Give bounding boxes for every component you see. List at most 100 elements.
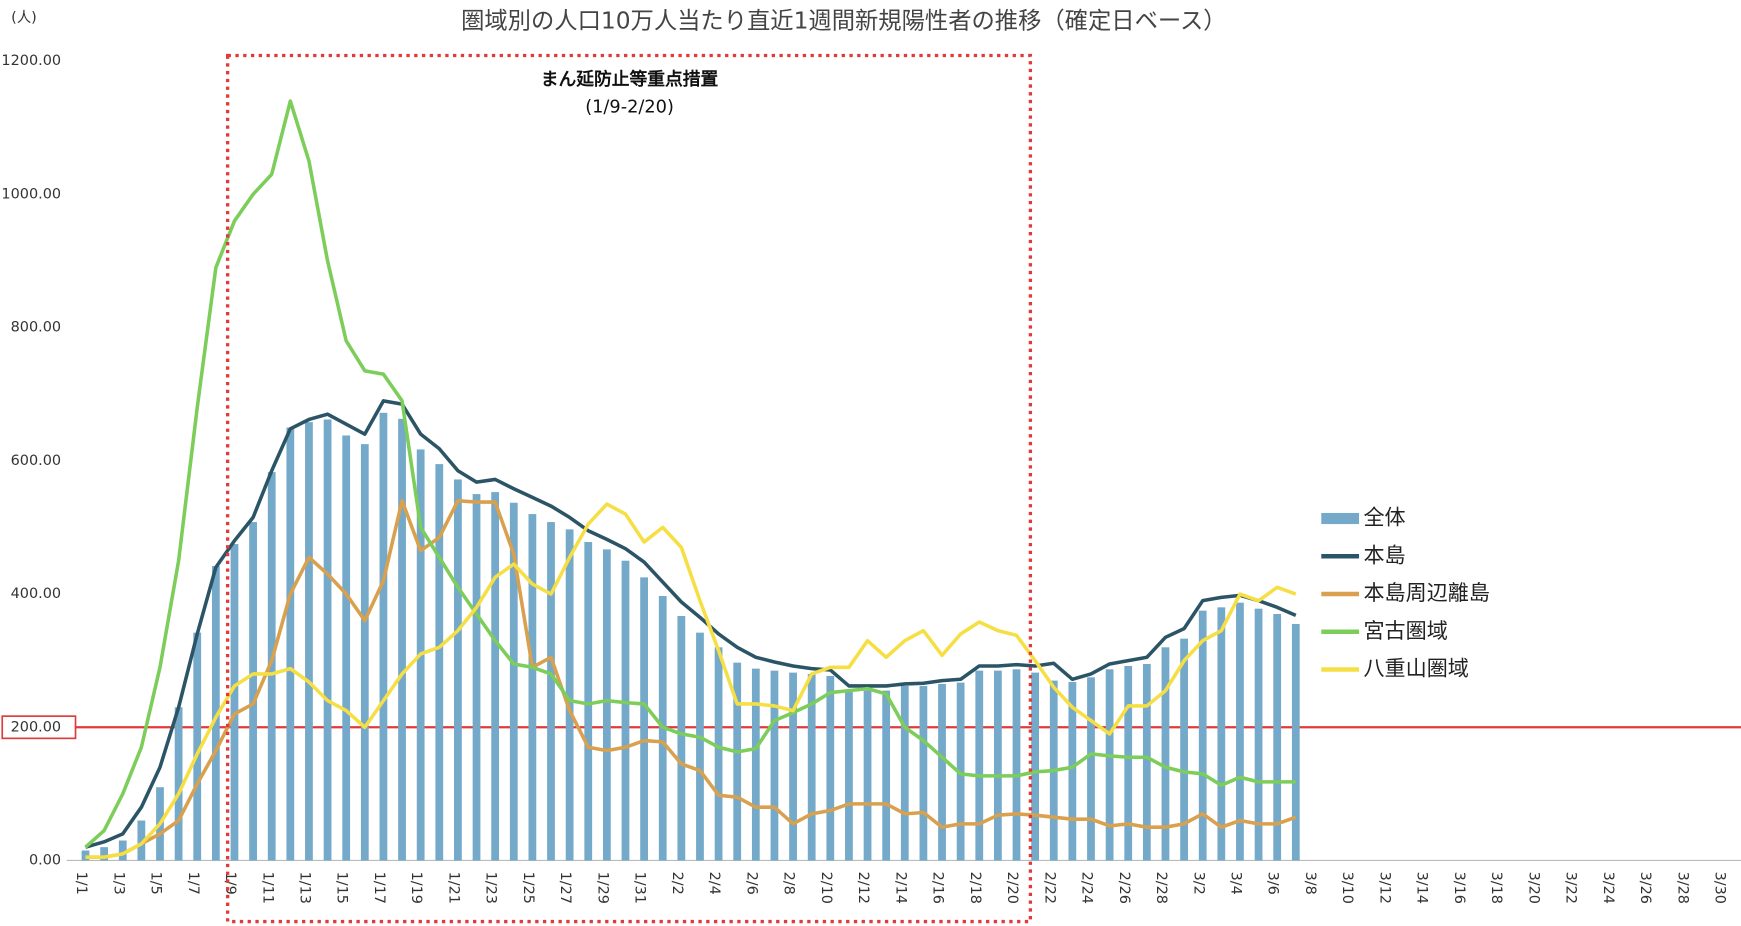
x-tick-label: 3/4	[1228, 872, 1244, 895]
x-tick-label: 1/15	[334, 872, 350, 904]
bar	[137, 820, 146, 861]
bar	[323, 419, 332, 861]
x-tick-label: 1/21	[445, 872, 461, 904]
x-tick-label: 3/30	[1712, 872, 1728, 904]
x-tick-label: 1/9	[222, 872, 238, 895]
x-tick-label: 2/4	[706, 872, 722, 895]
legend-label: 本島	[1363, 542, 1405, 567]
y-tick-label: 800.00	[11, 320, 61, 336]
legend-swatch	[1321, 512, 1360, 525]
x-tick-label: 3/28	[1674, 872, 1690, 904]
x-tick-label: 3/14	[1414, 872, 1430, 904]
line	[84, 99, 1296, 849]
bar	[863, 690, 872, 861]
bar	[807, 673, 816, 861]
bar	[621, 560, 630, 861]
x-tick-label: 2/14	[892, 872, 908, 904]
x-tick-label: 1/25	[520, 872, 536, 904]
bar	[584, 542, 593, 861]
legend-label: 宮古圏域	[1363, 618, 1447, 643]
bar	[100, 847, 109, 861]
x-tick-label: 2/18	[967, 872, 983, 904]
legend-label: 本島周辺離島	[1363, 580, 1489, 605]
bar	[267, 472, 276, 861]
x-tick-label: 3/16	[1451, 872, 1467, 904]
x-tick-label: 3/12	[1376, 872, 1392, 904]
x-tick-label: 1/5	[148, 872, 164, 895]
x-tick-label: 2/8	[781, 872, 797, 895]
bar	[770, 670, 779, 861]
bar	[435, 464, 444, 861]
bar	[993, 670, 1002, 861]
bar	[1068, 681, 1077, 861]
bar	[640, 577, 648, 861]
x-tick-label: 3/2	[1190, 872, 1206, 895]
bar	[211, 566, 220, 861]
bar	[602, 549, 611, 861]
bar	[118, 840, 127, 861]
x-tick-label: 1/19	[408, 872, 424, 904]
bar	[1142, 663, 1151, 861]
y-tick-label: 600.00	[11, 453, 61, 469]
bar	[286, 427, 295, 861]
bar	[528, 514, 537, 861]
bar	[938, 683, 946, 861]
legend-label: 全体	[1363, 505, 1405, 530]
y-tick-label: 1200.00	[1, 53, 61, 69]
y-tick-label: 1000.00	[1, 186, 61, 202]
bar	[1180, 638, 1188, 861]
x-tick-label: 2/12	[855, 872, 871, 904]
x-tick-label: 2/2	[669, 872, 685, 895]
bar	[733, 662, 742, 861]
bar	[845, 690, 853, 861]
x-tick-label: 2/20	[1004, 872, 1020, 904]
bar	[305, 422, 313, 861]
bar	[342, 435, 351, 861]
y-tick-label: 400.00	[11, 586, 61, 602]
bar	[1012, 669, 1021, 861]
bar	[1198, 610, 1207, 861]
bar	[1254, 608, 1263, 861]
bar	[696, 632, 704, 861]
x-tick-label: 2/6	[743, 872, 759, 895]
x-tick-label: 3/8	[1302, 872, 1318, 895]
x-tick-label: 3/24	[1600, 872, 1616, 904]
bar	[1124, 665, 1133, 861]
x-tick-label: 2/24	[1079, 872, 1095, 904]
x-tick-label: 1/3	[110, 872, 126, 895]
bar	[789, 672, 797, 861]
x-tick-label: 2/28	[1153, 872, 1169, 904]
line	[85, 498, 1297, 859]
bar	[230, 544, 239, 861]
y-tick-label: 200.00	[11, 719, 61, 735]
x-tick-label: 3/18	[1488, 872, 1504, 904]
x-tick-label: 3/20	[1525, 872, 1541, 904]
bar	[454, 479, 462, 861]
bar	[900, 685, 909, 861]
bar	[1161, 647, 1170, 861]
x-tick-label: 2/16	[930, 872, 946, 904]
bar	[547, 522, 555, 861]
bar	[882, 690, 891, 861]
bar	[714, 647, 723, 861]
y-axis-label: (人)	[11, 9, 37, 26]
bar	[1105, 669, 1114, 861]
bar	[1087, 677, 1095, 861]
legend-label: 八重山圏域	[1363, 656, 1468, 681]
annotation: (1/9-2/20)	[585, 98, 674, 118]
x-tick-label: 1/23	[483, 872, 499, 904]
bar	[1031, 672, 1040, 861]
bar	[751, 668, 760, 861]
x-tick-label: 3/22	[1563, 872, 1579, 904]
x-tick-label: 2/26	[1116, 872, 1132, 904]
x-tick-label: 1/11	[259, 872, 275, 904]
bar	[398, 418, 406, 861]
annotation: まん延防止等重点措置	[541, 68, 719, 90]
chart-title: 圏域別の人口10万人当たり直近1週間新規陽性者の推移（確定日ベース）	[461, 8, 1227, 35]
bar	[174, 707, 183, 861]
bar	[360, 444, 369, 861]
bar	[677, 616, 686, 861]
bar	[249, 522, 257, 861]
